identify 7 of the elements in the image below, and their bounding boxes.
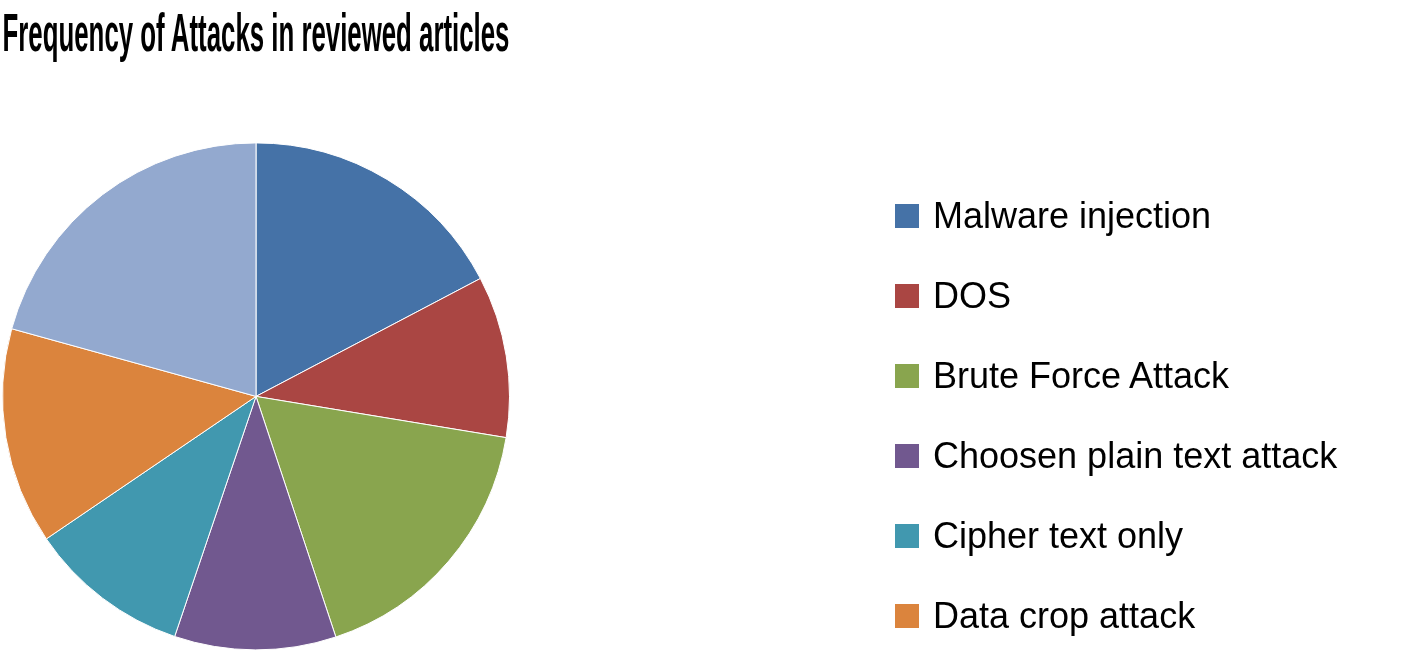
legend-label: Data crop attack [933, 595, 1196, 637]
legend-label: Brute Force Attack [933, 355, 1230, 397]
legend-label: Cipher text only [933, 515, 1184, 557]
legend-label: Malware injection [933, 195, 1212, 237]
chart-title: Frequency of Attacks in reviewed articles [2, 2, 510, 63]
legend-label: DOS [933, 275, 1012, 317]
legend-label: Choosen plain text attack [933, 435, 1338, 477]
